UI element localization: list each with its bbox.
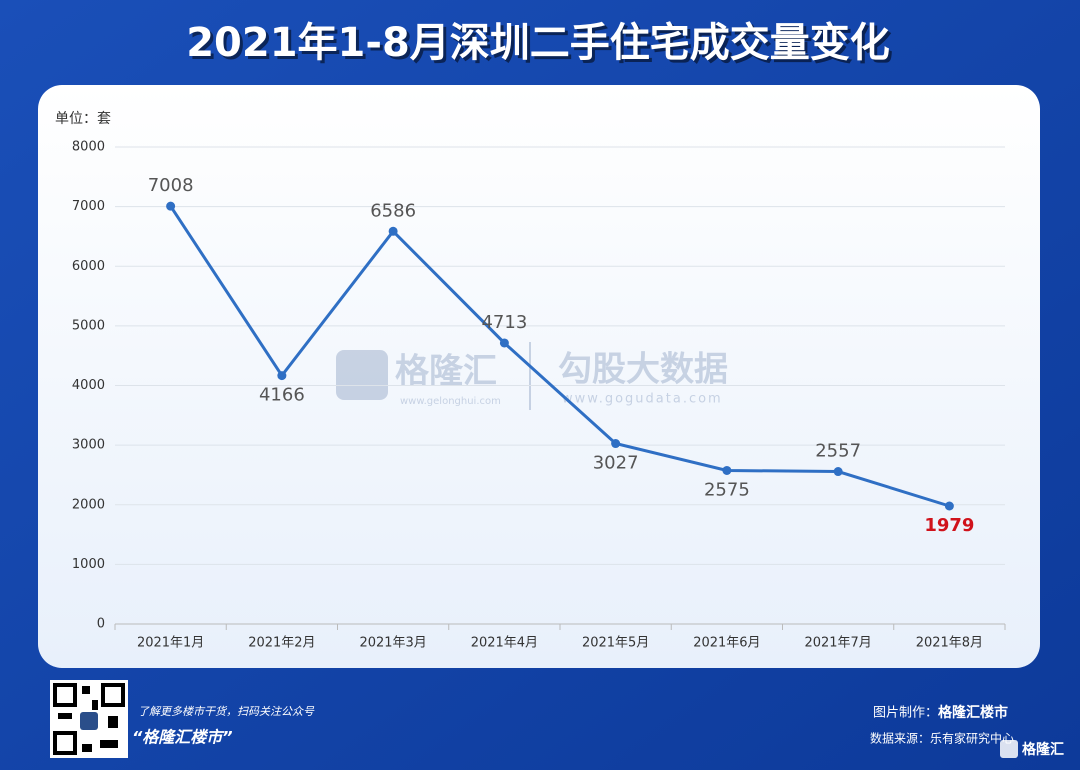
data-point <box>722 465 732 475</box>
y-tick-label: 2000 <box>72 497 105 512</box>
y-tick-label: 3000 <box>72 438 105 453</box>
qr-dot <box>100 740 118 748</box>
data-point <box>833 467 843 477</box>
x-tick-label: 2021年2月 <box>248 636 315 651</box>
qr-logo <box>80 712 98 730</box>
qr-dot <box>58 713 72 719</box>
data-point <box>388 226 398 236</box>
value-label: 3027 <box>593 453 639 474</box>
data-point <box>499 338 509 348</box>
value-label: 2575 <box>704 479 750 500</box>
x-tick-label: 2021年7月 <box>804 636 871 651</box>
source-label: 数据来源： <box>870 731 930 746</box>
footer-logo: 格隆汇 <box>1022 741 1064 758</box>
watermark-logo <box>336 350 388 400</box>
qr-dot <box>108 716 118 728</box>
qr-corner <box>53 683 77 707</box>
source: 乐有家研究中心 <box>930 731 1014 746</box>
watermark-url: www.gelonghui.com <box>400 396 501 407</box>
watermark-brand: 格隆汇 <box>395 352 497 392</box>
qr-dot <box>92 700 98 710</box>
value-label: 1979 <box>924 515 974 536</box>
qr-dot <box>82 686 90 694</box>
qr-dot <box>82 744 92 752</box>
y-tick-label: 5000 <box>72 318 105 333</box>
value-label: 2557 <box>815 441 861 462</box>
footer-promo: 了解更多楼市干货，扫码关注公众号 <box>138 705 315 718</box>
data-point <box>944 501 954 511</box>
footer-account: “格隆汇楼市” <box>132 728 233 747</box>
data-line <box>169 205 950 508</box>
watermark-partner-url: www.gogudata.com <box>562 392 723 407</box>
x-tick-label: 2021年6月 <box>693 636 760 651</box>
x-tick-label: 2021年1月 <box>137 636 204 651</box>
chart-title: 2021年1-8月深圳二手住宅成交量变化 <box>186 20 890 66</box>
x-tick-label: 2021年3月 <box>359 636 426 651</box>
value-label: 7008 <box>148 175 194 196</box>
y-tick-label: 7000 <box>72 199 105 214</box>
watermark-partner: 勾股大数据 <box>558 350 728 390</box>
y-tick-label: 4000 <box>72 378 105 393</box>
chart-title-shadow: 2021年1-8月深圳二手住宅成交量变化 <box>189 23 893 69</box>
qr-code <box>50 680 128 758</box>
x-tick-label: 2021年5月 <box>582 636 649 651</box>
value-label: 4713 <box>481 312 527 333</box>
value-label: 6586 <box>370 200 416 221</box>
made-by-label: 图片制作： <box>873 706 938 721</box>
x-tick-label: 2021年8月 <box>916 636 983 651</box>
qr-corner <box>101 683 125 707</box>
y-tick-label: 6000 <box>72 259 105 274</box>
data-point <box>166 201 176 211</box>
y-tick-label: 1000 <box>72 557 105 572</box>
made-by: 格隆汇楼市 <box>938 704 1008 721</box>
data-point <box>277 371 287 381</box>
x-tick-label: 2021年4月 <box>471 636 538 651</box>
data-point <box>611 439 621 449</box>
footer-logo-mark <box>1000 740 1018 758</box>
chart-panel <box>38 85 1040 668</box>
value-label: 4166 <box>259 385 305 406</box>
y-unit: 单位：套 <box>55 111 111 127</box>
qr-corner <box>53 731 77 755</box>
watermark: 格隆汇 www.gelonghui.com 勾股大数据 www.gogudata… <box>336 342 728 410</box>
y-tick-label: 8000 <box>72 140 105 155</box>
y-tick-label: 0 <box>97 617 105 632</box>
